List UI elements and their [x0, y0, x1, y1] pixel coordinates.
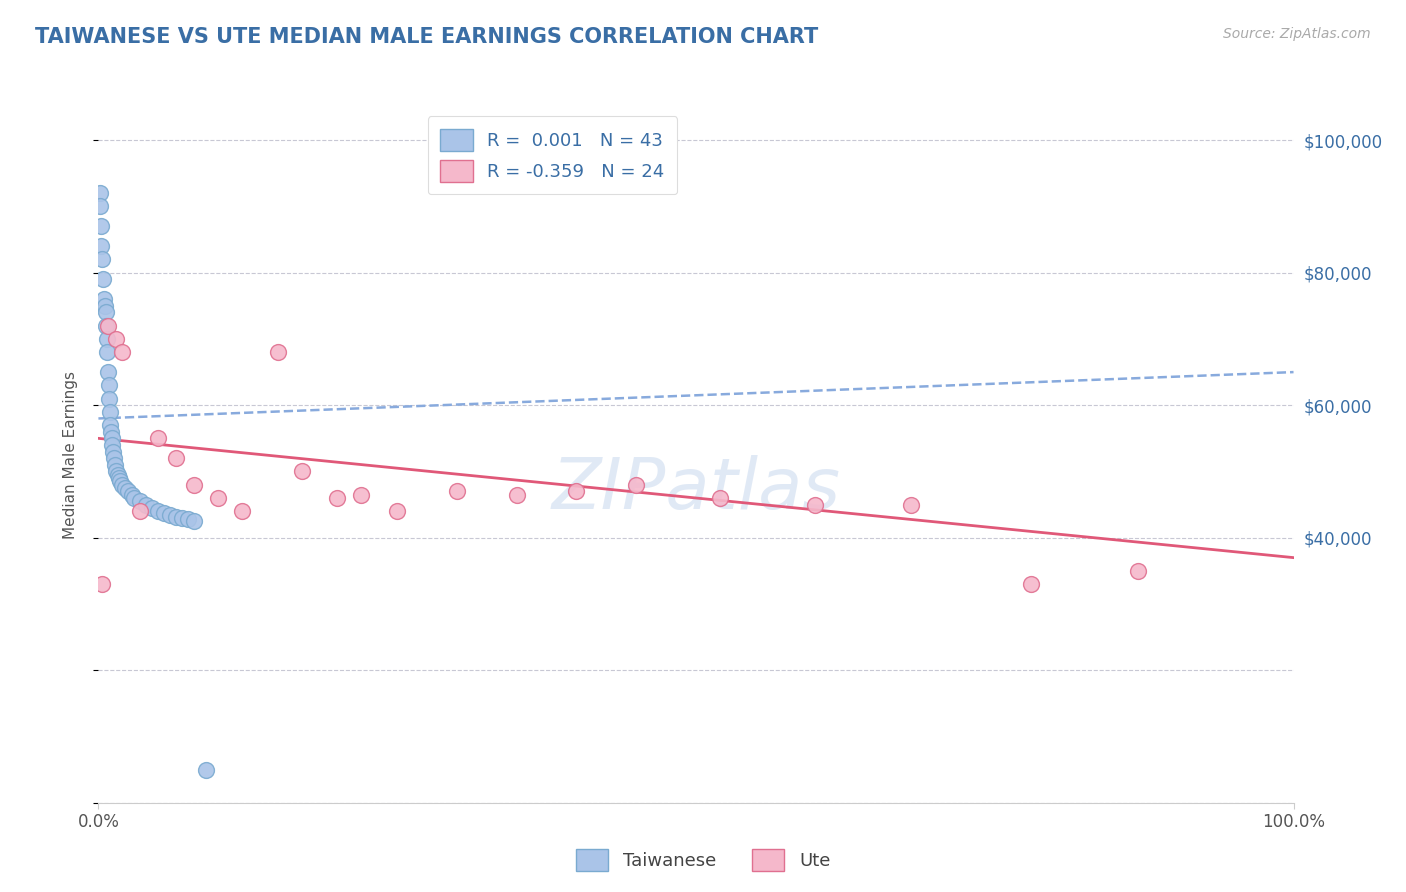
Point: [1128, 564, 1150, 578]
Point: [90, 239, 112, 253]
Point: [900, 498, 922, 512]
Point: [111, 345, 134, 359]
Point: [129, 494, 152, 508]
Point: [117, 484, 139, 499]
Point: [446, 484, 468, 499]
Point: [385, 504, 409, 518]
Point: [804, 498, 827, 512]
Point: [100, 425, 122, 439]
Point: [96, 332, 118, 346]
Point: [101, 444, 124, 458]
Point: [165, 509, 187, 524]
Point: [94, 305, 117, 319]
Point: [506, 488, 529, 502]
Point: [141, 500, 163, 515]
Point: [183, 514, 205, 528]
Point: [183, 477, 205, 491]
Point: [107, 471, 129, 485]
Point: [172, 511, 194, 525]
Point: [1019, 577, 1042, 591]
Point: [111, 477, 134, 491]
Point: [177, 512, 200, 526]
Point: [148, 504, 170, 518]
Point: [104, 458, 127, 472]
Point: [195, 763, 218, 777]
Point: [98, 405, 121, 419]
Point: [129, 504, 152, 518]
Point: [148, 431, 170, 445]
Point: [89, 186, 111, 201]
Point: [153, 506, 176, 520]
Point: [91, 577, 114, 591]
Point: [89, 199, 111, 213]
Point: [98, 392, 121, 406]
Point: [291, 465, 314, 479]
Point: [231, 504, 253, 518]
Point: [267, 345, 290, 359]
Point: [91, 252, 114, 267]
Point: [124, 491, 146, 505]
Text: ZIPatlas: ZIPatlas: [551, 455, 841, 524]
Point: [165, 451, 187, 466]
Point: [135, 498, 157, 512]
Point: [105, 332, 128, 346]
Point: [114, 481, 136, 495]
Point: [121, 488, 143, 502]
Text: Source: ZipAtlas.com: Source: ZipAtlas.com: [1223, 27, 1371, 41]
Point: [97, 318, 120, 333]
Point: [90, 219, 112, 234]
Point: [94, 299, 117, 313]
Point: [159, 508, 181, 522]
Point: [97, 365, 120, 379]
Point: [709, 491, 731, 505]
Point: [103, 451, 125, 466]
Y-axis label: Median Male Earnings: Median Male Earnings: [63, 371, 77, 539]
Point: [326, 491, 349, 505]
Legend: Taiwanese, Ute: Taiwanese, Ute: [568, 842, 838, 879]
Point: [96, 345, 118, 359]
Point: [105, 465, 128, 479]
Point: [207, 491, 229, 505]
Point: [107, 467, 129, 482]
Point: [91, 272, 114, 286]
Point: [108, 475, 131, 489]
Point: [97, 378, 120, 392]
Text: TAIWANESE VS UTE MEDIAN MALE EARNINGS CORRELATION CHART: TAIWANESE VS UTE MEDIAN MALE EARNINGS CO…: [35, 27, 818, 46]
Point: [98, 418, 122, 433]
Point: [93, 292, 115, 306]
Point: [565, 484, 588, 499]
Point: [626, 477, 648, 491]
Point: [100, 431, 122, 445]
Legend: R =  0.001   N = 43, R = -0.359   N = 24: R = 0.001 N = 43, R = -0.359 N = 24: [427, 116, 678, 194]
Point: [96, 318, 118, 333]
Point: [350, 488, 373, 502]
Point: [101, 438, 124, 452]
